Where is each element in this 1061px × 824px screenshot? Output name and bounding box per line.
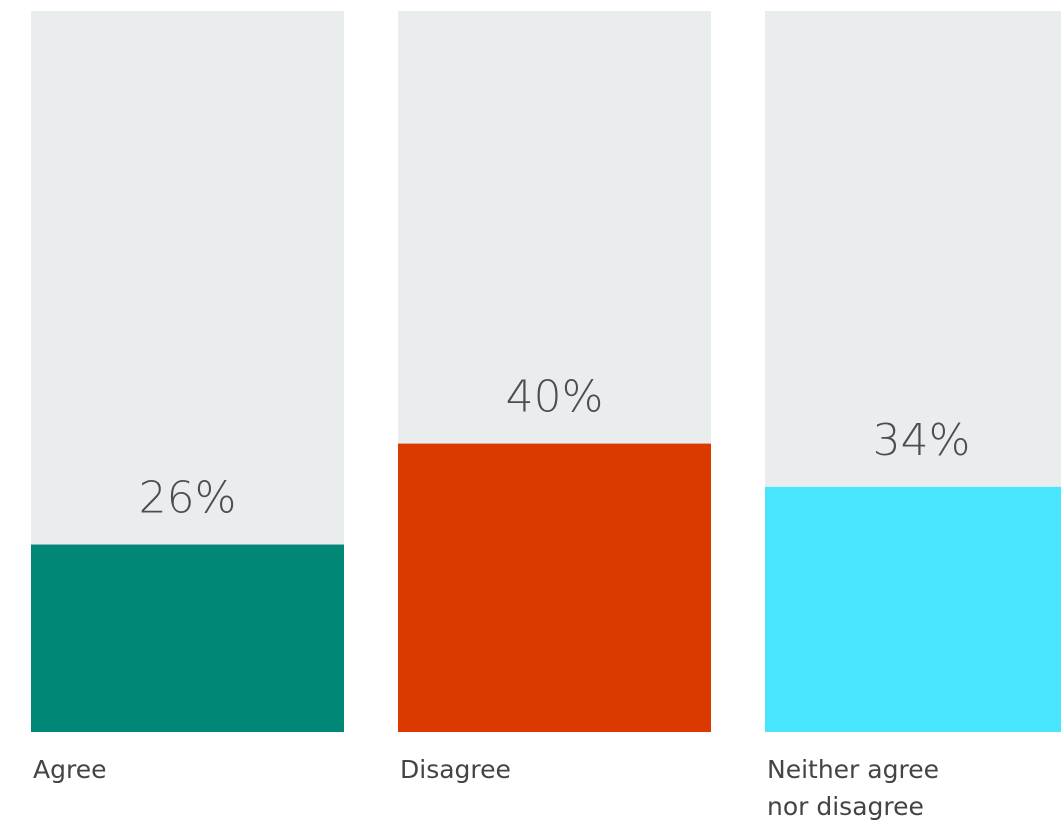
category-label-line: Agree [33,755,106,784]
category-label-1: Agree [33,755,106,784]
bar-3 [765,486,1061,732]
bars-group: 26% Agree 40% Disagree 34% Neither agree nor d… [31,11,1061,821]
bar-2 [398,443,711,732]
value-label-3: 34% [873,415,971,466]
value-label-2: 40% [506,372,604,423]
category-label-line: Neither agree [767,755,939,784]
category-label-3: Neither agree nor disagree [767,755,939,821]
category-label-line: Disagree [400,755,511,784]
bar-1 [31,544,344,732]
value-label-1: 26% [139,473,237,524]
category-label-line: nor disagree [767,792,924,821]
category-label-2: Disagree [400,755,511,784]
